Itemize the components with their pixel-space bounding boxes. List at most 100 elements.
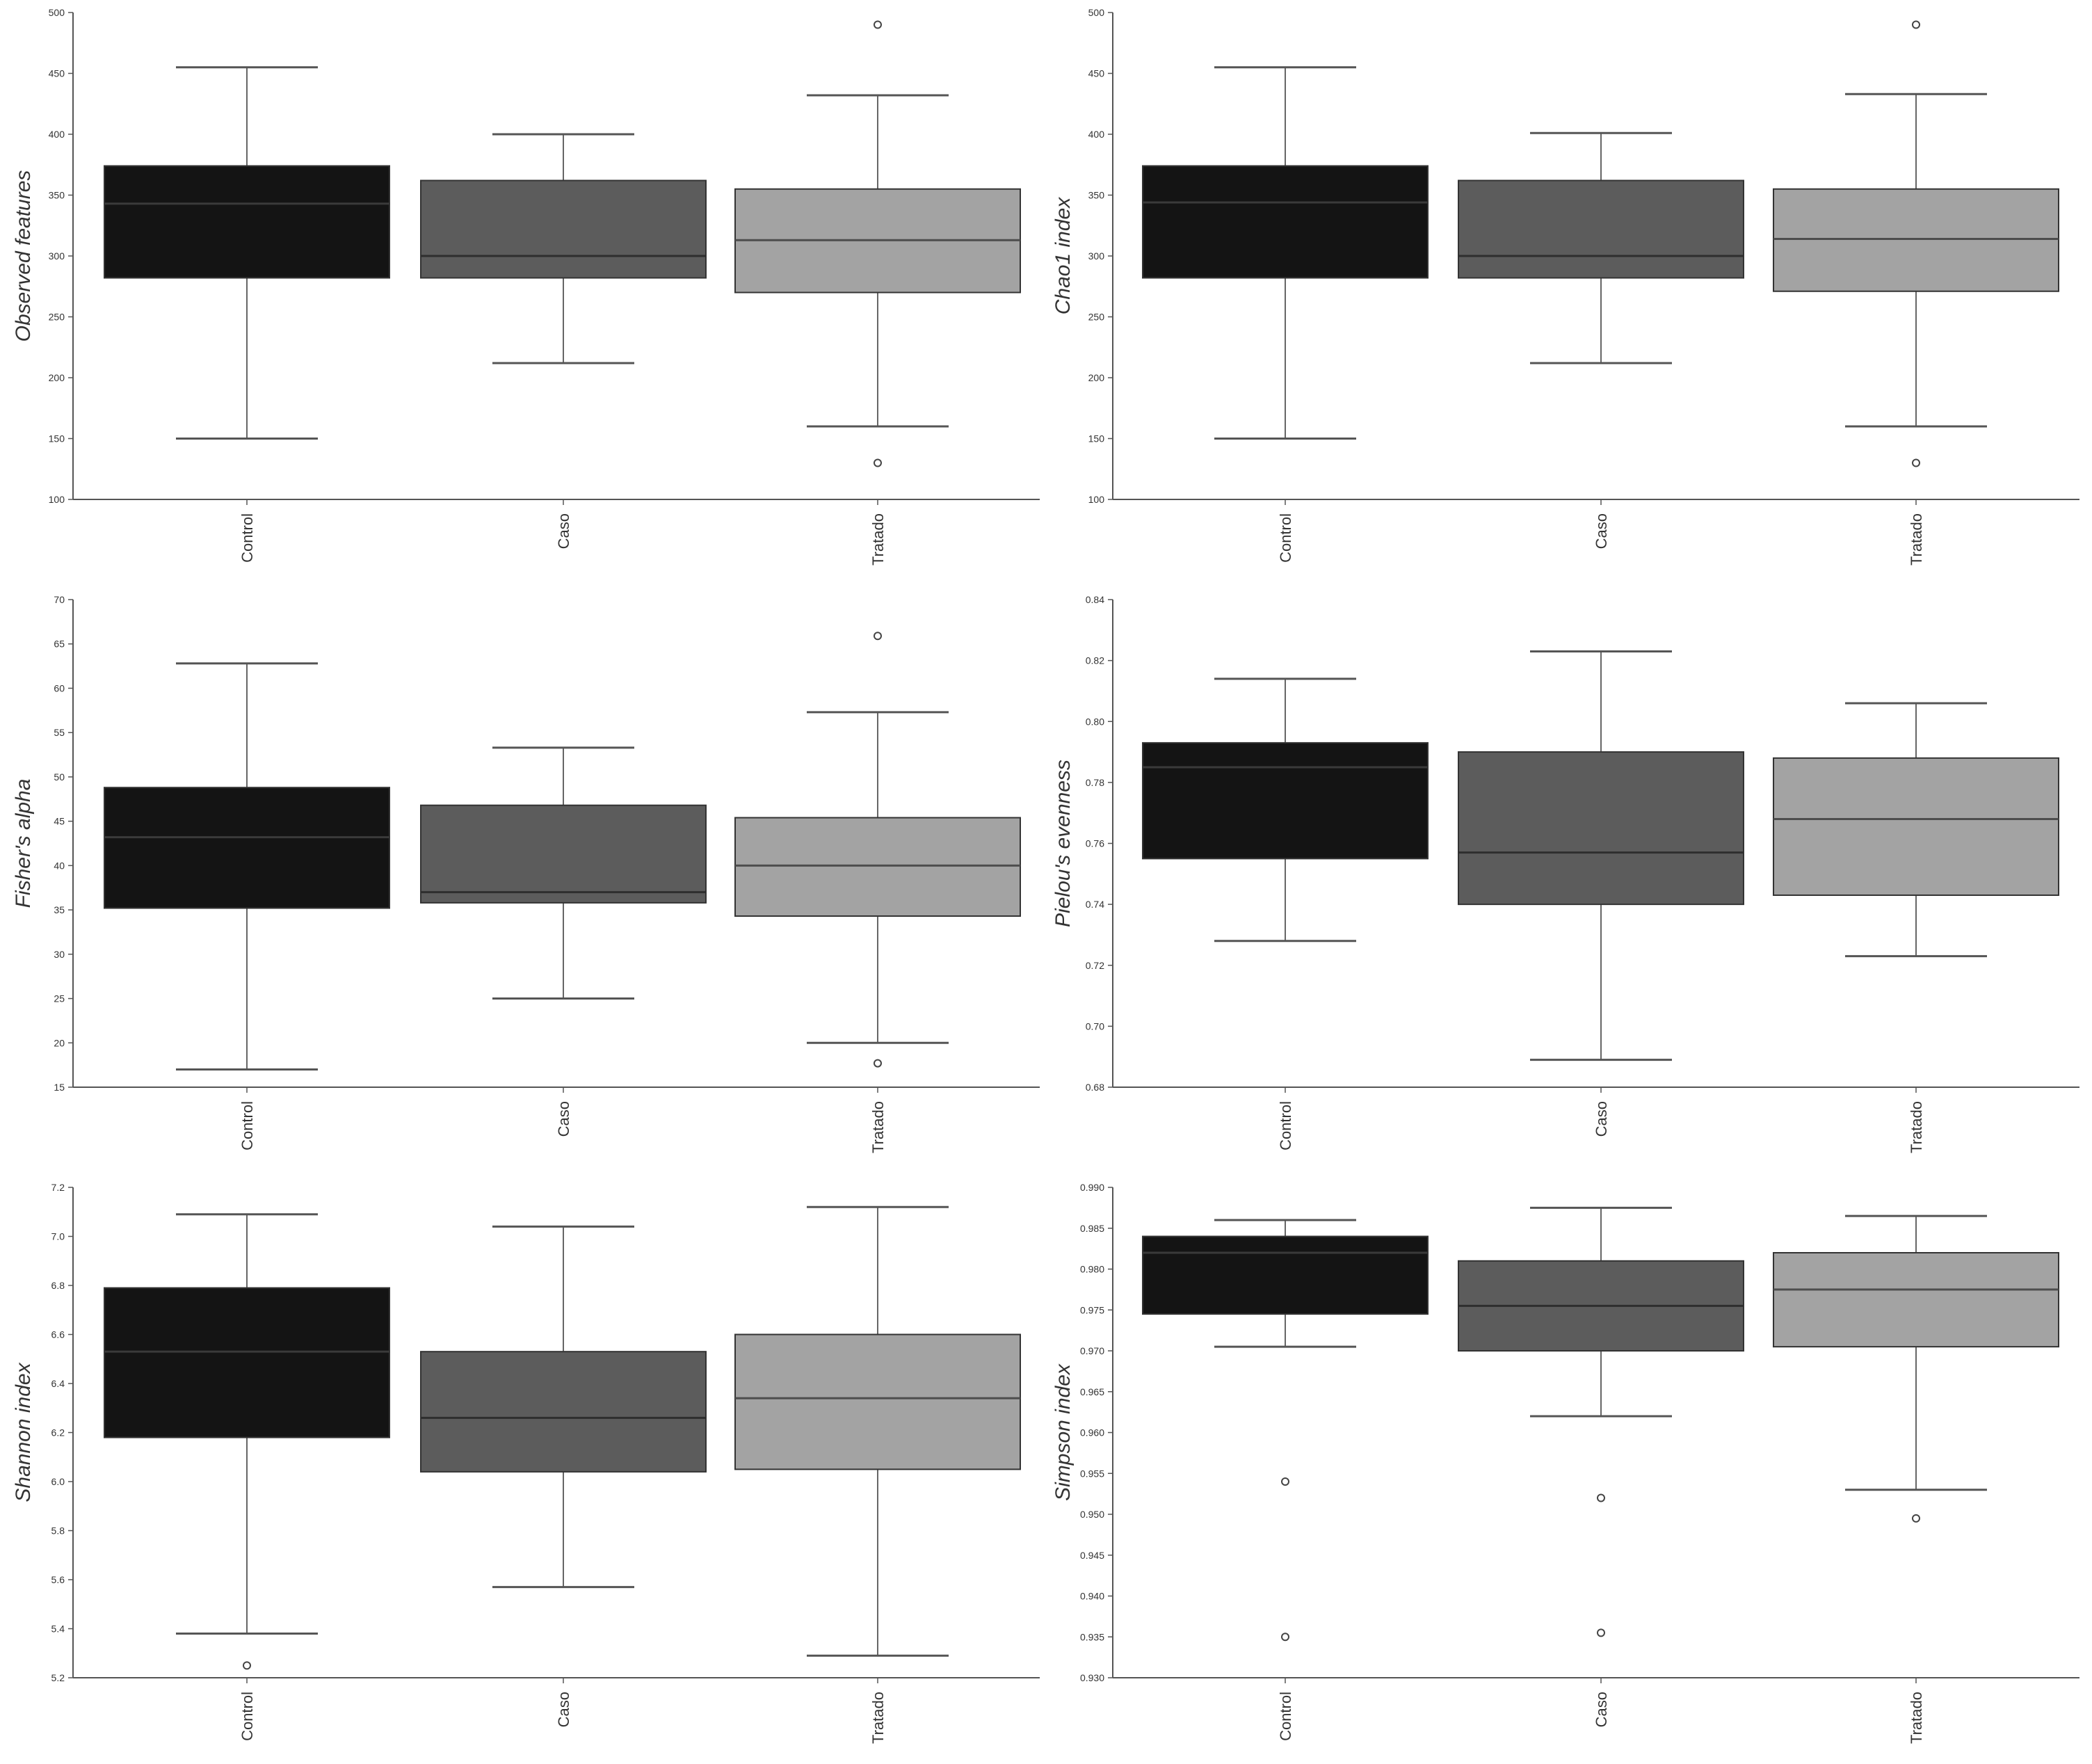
outlier-point [1597,1493,1605,1502]
y-tick-label: 40 [54,860,65,871]
panel-3: 15 20 25 30 35 40 45 50 55 60 65 70 Fisher's alpha Co… [12,594,1040,1153]
y-tick-label: 45 [54,816,65,827]
outlier-point [1597,1628,1605,1637]
box-tratado [734,632,1021,1068]
y-tick-label: 100 [49,494,65,505]
y-tick-label: 0.78 [1086,777,1104,788]
iqr-box [104,787,390,909]
y-axis-title: Simpson index [1052,1363,1075,1501]
y-tick-label: 6.4 [51,1378,65,1389]
y-tick-label: 150 [49,433,65,444]
y-tick-label: 6.0 [51,1476,65,1487]
y-tick-label: 0.74 [1086,899,1104,910]
y-tick-label: 200 [49,372,65,383]
y-axis-title: Chao1 index [1052,197,1075,314]
y-axis-title: Shannon index [12,1362,35,1502]
y-tick-label: 7.0 [51,1231,65,1242]
y-tick-label: 250 [1088,312,1105,323]
box-control [104,1213,390,1670]
y-tick-label: 6.2 [51,1427,65,1438]
iqr-box [734,1333,1021,1470]
box-caso [1458,1206,1744,1637]
box-control [1142,66,1429,440]
box-control [1142,677,1429,943]
outlier-point [1912,458,1920,467]
y-tick-label: 0.80 [1086,716,1104,727]
y-tick-label: 200 [1088,372,1105,383]
y-tick-label: 0.955 [1080,1468,1104,1479]
y-tick-label: 0.970 [1080,1345,1104,1356]
iqr-box [420,804,707,904]
y-axis-title: Pielou's evenness [1052,760,1075,927]
x-tick-label: Caso [1593,1101,1610,1137]
y-tick-label: 65 [54,639,65,650]
y-tick-label: 0.975 [1080,1304,1104,1315]
y-tick-label: 250 [49,312,65,323]
panel-4: 0.68 0.70 0.72 0.74 0.76 0.78 0.80 0.82 0.84 Piel… [1052,594,2079,1153]
outlier-point [243,1661,251,1670]
y-tick-label: 100 [1088,494,1105,505]
box-caso [1458,131,1744,364]
iqr-box [1458,179,1744,279]
y-tick-label: 400 [49,129,65,140]
y-tick-label: 0.965 [1080,1386,1104,1397]
panel-1: 100 150 200 250 300 350 400 450 500 Observed feat… [12,7,1040,566]
y-tick-label: 50 [54,771,65,783]
x-tick-label: Tratado [1908,513,1925,566]
box-caso [420,746,707,1000]
y-tick-label: 15 [54,1082,65,1093]
y-tick-label: 5.4 [51,1623,65,1635]
y-tick-label: 0.940 [1080,1591,1104,1602]
y-tick-label: 350 [1088,190,1105,201]
y-tick-label: 70 [54,594,65,605]
iqr-box [104,165,390,279]
outlier-point [874,1059,882,1068]
iqr-box [420,1351,707,1473]
y-tick-label: 0.930 [1080,1672,1104,1683]
box-tratado [734,20,1021,467]
y-tick-label: 5.2 [51,1672,65,1683]
outlier-point [1281,1633,1289,1642]
x-tick-label: Caso [555,513,572,549]
x-tick-label: Caso [555,1101,572,1137]
y-tick-label: 0.935 [1080,1631,1104,1642]
y-tick-label: 0.985 [1080,1223,1104,1234]
x-tick-label: Control [239,1692,256,1741]
y-axis-title: Observed features [12,170,35,342]
y-tick-label: 0.84 [1086,594,1104,605]
y-tick-label: 150 [1088,433,1105,444]
y-tick-label: 400 [1088,129,1105,140]
box-caso [420,133,707,364]
y-tick-label: 0.72 [1086,960,1104,971]
x-tick-label: Control [1277,513,1294,563]
iqr-box [1773,757,2059,896]
x-tick-label: Caso [1593,513,1610,549]
y-tick-label: 25 [54,993,65,1004]
x-tick-label: Control [1277,1101,1294,1150]
y-tick-label: 55 [54,727,65,738]
y-tick-label: 450 [1088,68,1105,79]
box-control [104,662,390,1071]
panel-2: 100 150 200 250 300 350 400 450 500 Chao1 index Co… [1052,7,2079,566]
box-control [104,66,390,440]
y-tick-label: 300 [49,250,65,262]
y-tick-label: 500 [1088,7,1105,18]
y-tick-label: 0.76 [1086,838,1104,849]
x-tick-label: Tratado [1908,1692,1925,1744]
y-tick-label: 350 [49,190,65,201]
box-caso [420,1225,707,1589]
x-tick-label: Caso [1593,1692,1610,1727]
y-tick-label: 500 [49,7,65,18]
outlier-point [874,20,882,29]
x-tick-label: Tratado [1908,1101,1925,1153]
iqr-box [734,817,1021,917]
iqr-box [1458,751,1744,906]
box-tratado [1773,702,2059,958]
iqr-box [104,1287,390,1438]
iqr-box [1142,741,1429,860]
outlier-point [874,458,882,467]
panel-5: 5.2 5.4 5.6 5.8 6.0 6.2 6.4 6.6 6.8 7.0 7.2 Shannon… [12,1182,1040,1744]
y-tick-label: 60 [54,682,65,693]
y-tick-label: 5.6 [51,1574,65,1585]
